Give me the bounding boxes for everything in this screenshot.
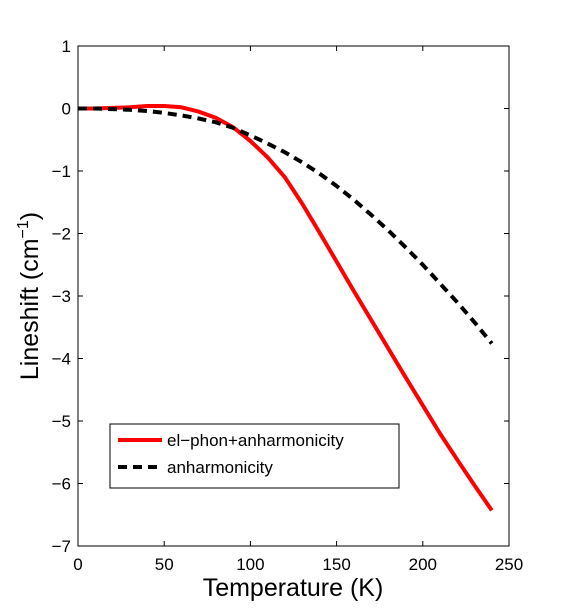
x-tick-label: 50	[155, 555, 174, 574]
y-axis-title-main: Lineshift (cm	[16, 238, 44, 380]
legend-box	[109, 423, 400, 489]
x-tick-label: 250	[495, 555, 523, 574]
y-tick-label: 1	[62, 37, 71, 56]
x-axis-ticks: 0 50 100 150 200 250	[73, 46, 523, 574]
y-tick-label: −6	[52, 475, 71, 494]
y-axis-ticks: 1 0 −1 −2 −3 −4 −5 −6 −7	[52, 37, 509, 556]
legend-label-anharmonicity: anharmonicity	[167, 458, 273, 477]
x-tick-label: 200	[409, 555, 437, 574]
series-line-el-phon-anharmonicity	[78, 104, 494, 512]
series-layer	[78, 104, 494, 512]
y-axis-title: Lineshift (cm−1)	[15, 212, 44, 380]
y-tick-label: 0	[62, 100, 71, 119]
x-tick-label: 100	[236, 555, 264, 574]
y-axis-title-suffix: )	[16, 212, 44, 220]
y-tick-label: −2	[52, 225, 71, 244]
x-tick-label: 150	[322, 555, 350, 574]
y-axis-title-superscript: −1	[15, 220, 32, 238]
y-tick-label: −4	[52, 350, 71, 369]
y-tick-label: −7	[52, 537, 71, 556]
y-tick-label: −5	[52, 412, 71, 431]
y-tick-label: −3	[52, 287, 71, 306]
legend: el−phon+anharmonicity anharmonicity	[109, 423, 400, 489]
legend-label-el-phon: el−phon+anharmonicity	[167, 431, 344, 450]
x-tick-label: 0	[73, 555, 82, 574]
series-line-anharmonicity	[78, 106, 494, 345]
x-axis-title: Temperature (K)	[203, 574, 384, 602]
y-tick-label: −1	[52, 162, 71, 181]
